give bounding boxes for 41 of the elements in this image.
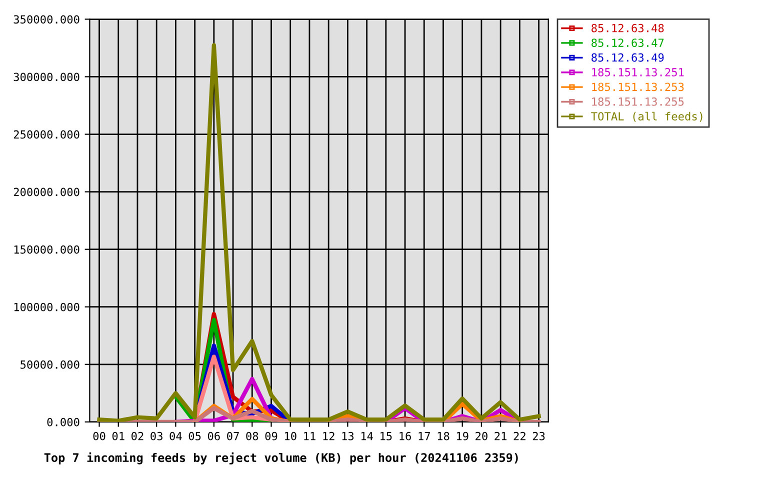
x-tick-label: 13 (342, 432, 354, 440)
legend-label: 185.151.13.251 (592, 68, 684, 76)
x-tick-label: 11 (304, 432, 316, 440)
x-tick-label: 21 (494, 432, 506, 440)
y-tick-label: 50000.000 (20, 360, 80, 369)
y-tick-label: 200000.000 (14, 188, 80, 196)
x-tick-label: 19 (456, 432, 468, 440)
x-tick-label: 08 (246, 432, 258, 440)
x-tick-label: 03 (150, 432, 162, 440)
y-tick-label: 0.000 (47, 418, 80, 426)
x-tick-label: 17 (418, 432, 430, 440)
x-tick-label: 02 (132, 432, 144, 440)
legend-label: 85.12.63.48 (592, 24, 664, 32)
x-tick-label: 05 (188, 432, 201, 440)
legend-label: 85.12.63.49 (592, 53, 664, 62)
y-tick-label: 250000.000 (14, 130, 80, 139)
legend-label: TOTAL (all feeds) (591, 112, 702, 122)
x-tick-label: 12 (323, 432, 334, 440)
x-tick-label: 06 (208, 432, 220, 440)
x-tick-label: 10 (285, 432, 296, 440)
x-tick-label: 23 (532, 432, 545, 440)
x-tick-label: 22 (514, 432, 526, 440)
text: Top 7 incoming feeds by reject volume (KB) per hour (20241106 2359) (44, 452, 518, 464)
x-tick-label: 01 (112, 432, 124, 440)
x-tick-label: 04 (170, 432, 182, 440)
y-tick-label: 350000.000 (14, 15, 80, 24)
x-tick-label: 20 (476, 432, 488, 440)
legend-label: 185.151.13.255 (592, 97, 684, 106)
x-tick-label: 16 (400, 432, 411, 440)
x-tick-label: 18 (438, 432, 450, 440)
y-tick-label: 150000.000 (14, 245, 80, 254)
x-tick-label: 09 (265, 432, 278, 440)
legend-label: 85.12.63.47 (592, 38, 664, 48)
x-tick-label: 07 (227, 432, 239, 440)
legend-label: 185.151.13.253 (592, 82, 684, 92)
x-tick-label: 00 (93, 432, 106, 440)
y-tick-label: 100000.000 (14, 302, 80, 312)
x-tick-label: 15 (380, 432, 392, 440)
x-tick-label: 14 (361, 432, 373, 440)
line-series (97, 43, 541, 422)
y-tick-label: 300000.000 (14, 72, 80, 82)
